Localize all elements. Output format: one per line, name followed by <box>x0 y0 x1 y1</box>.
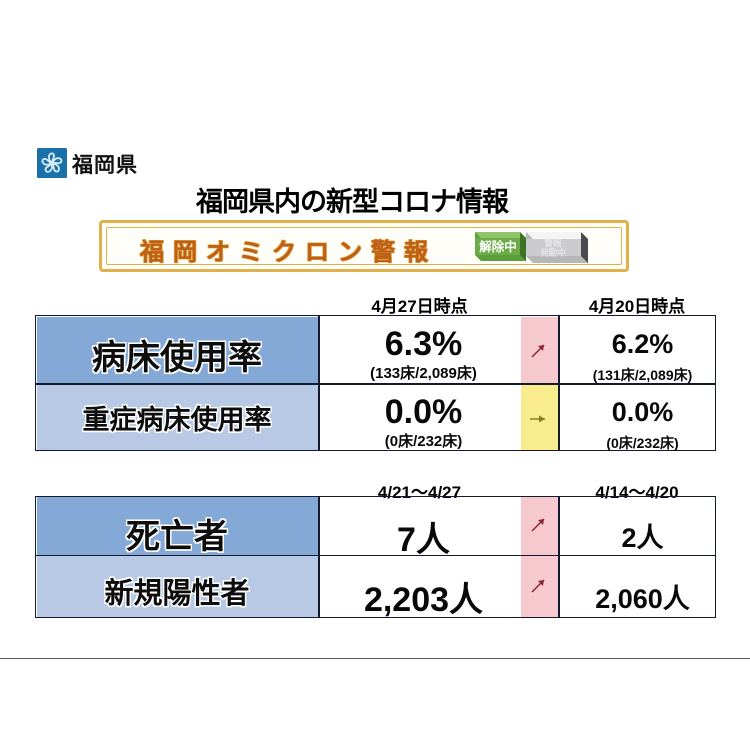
svg-text:警報: 警報 <box>544 238 562 248</box>
svg-text:解除中: 解除中 <box>479 239 517 254</box>
svg-text:発動中: 発動中 <box>539 248 566 258</box>
